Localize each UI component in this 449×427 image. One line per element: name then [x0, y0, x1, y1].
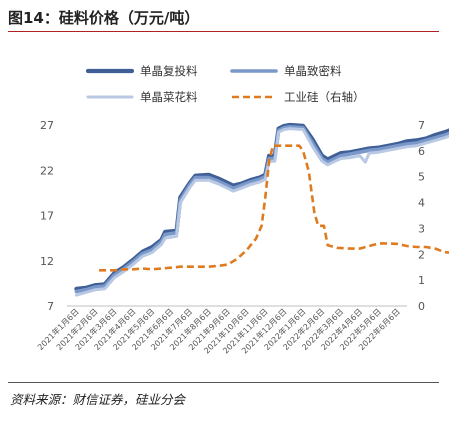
left-tick-label: 7 [47, 300, 54, 313]
left-tick-label: 17 [40, 210, 54, 223]
legend-label: 单晶复投料 [140, 64, 198, 78]
right-tick-label: 2 [418, 248, 425, 261]
title-rule [8, 31, 439, 32]
series-line [99, 144, 449, 272]
source-note: 资料来源：财信证券，硅业分会 [10, 392, 186, 407]
right-tick-label: 4 [418, 197, 425, 210]
right-tick-label: 3 [418, 222, 425, 235]
right-tick-label: 6 [418, 145, 425, 158]
series-line [74, 125, 449, 294]
left-tick-label: 22 [40, 164, 54, 177]
legend-label: 单晶致密料 [284, 64, 342, 78]
series-line [74, 127, 449, 297]
legend-label: 单晶菜花料 [140, 90, 198, 104]
right-y-axis: 0 1 2 3 4 5 6 7 [418, 119, 425, 313]
left-y-axis: 7 12 17 22 27 [40, 119, 54, 313]
right-tick-label: 7 [418, 119, 425, 132]
left-tick-label: 12 [40, 255, 54, 268]
legend-label: 工业硅（右轴） [284, 90, 365, 104]
plot-area [74, 122, 449, 297]
right-tick-label: 0 [418, 300, 425, 313]
right-tick-label: 1 [418, 274, 425, 287]
figure-title: 图14：硅料价格（万元/吨） [8, 9, 200, 27]
left-tick-label: 27 [40, 119, 54, 132]
source-rule [8, 382, 439, 383]
x-axis: 2021年1月6日2021年2月6日2021年3月6日2021年4月6日2021… [35, 305, 407, 356]
right-tick-label: 5 [418, 171, 425, 184]
